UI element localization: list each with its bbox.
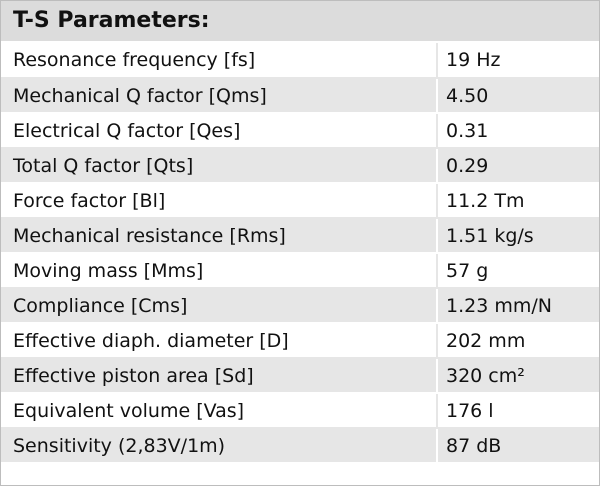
parameter-name: Equivalent volume [Vas] [1,393,437,429]
parameter-value: 1.23 mm/N [436,288,599,324]
parameter-value: 1.51 kg/s [436,218,599,254]
parameter-value: 87 dB [436,428,599,464]
sheet-title: T-S Parameters: [1,1,599,43]
parameter-row: Compliance [Cms] 1.23 mm/N [1,288,599,324]
parameter-name: Sensitivity (2,83V/1m) [1,428,437,464]
parameter-row: Sensitivity (2,83V/1m) 87 dB [1,428,599,464]
parameter-value: 176 l [436,393,599,429]
parameter-row: Effective diaph. diameter [D] 202 mm [1,323,599,359]
parameter-value: 0.29 [436,148,599,184]
parameter-row: Effective piston area [Sd] 320 cm² [1,358,599,394]
parameter-name: Electrical Q factor [Qes] [1,113,437,149]
parameter-value: 57 g [436,253,599,289]
parameter-value: 11.2 Tm [436,183,599,219]
parameter-name: Force factor [Bl] [1,183,437,219]
parameter-row: Mechanical resistance [Rms] 1.51 kg/s [1,218,599,254]
parameter-row: Total Q factor [Qts] 0.29 [1,148,599,184]
parameter-row: Mechanical Q factor [Qms] 4.50 [1,78,599,114]
parameter-name: Compliance [Cms] [1,288,437,324]
parameter-value: 202 mm [436,323,599,359]
parameter-name: Effective piston area [Sd] [1,358,437,394]
parameter-row: Resonance frequency [fs] 19 Hz [1,43,599,79]
parameter-row: Force factor [Bl] 11.2 Tm [1,183,599,219]
parameter-name: Total Q factor [Qts] [1,148,437,184]
parameter-name: Effective diaph. diameter [D] [1,323,437,359]
parameter-value: 320 cm² [436,358,599,394]
parameter-name: Mechanical resistance [Rms] [1,218,437,254]
parameter-value: 4.50 [436,78,599,114]
parameter-name: Resonance frequency [fs] [1,43,437,79]
parameter-name: Mechanical Q factor [Qms] [1,78,437,114]
parameter-table: Resonance frequency [fs] 19 Hz Mechanical … [1,43,599,464]
parameter-value: 19 Hz [436,43,599,79]
parameter-row: Electrical Q factor [Qes] 0.31 [1,113,599,149]
parameter-name: Moving mass [Mms] [1,253,437,289]
parameter-row: Equivalent volume [Vas] 176 l [1,393,599,429]
parameter-row: Moving mass [Mms] 57 g [1,253,599,289]
parameter-value: 0.31 [436,113,599,149]
